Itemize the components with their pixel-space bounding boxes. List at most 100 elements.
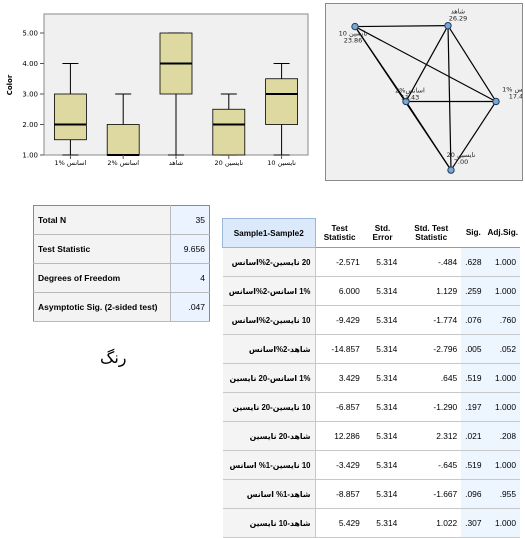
cell-se: 5.314 xyxy=(363,479,402,509)
cell-adj: .955 xyxy=(485,479,520,509)
cell-adj: 1.000 xyxy=(485,247,520,277)
row-label: شاهد-2%اسانس xyxy=(222,334,316,364)
cell-adj: 1.000 xyxy=(485,363,520,393)
y-tick-label: 2.00 xyxy=(22,121,38,129)
box-5 xyxy=(265,63,299,156)
color-boxplot: Color 5.00 4.00 3.00 2.00 1.00 1% اسانس 2% اس… xyxy=(6,13,309,167)
cell-se: 5.314 xyxy=(363,508,402,538)
node-value: 17.43 xyxy=(509,92,522,100)
node-label: شاهد xyxy=(451,8,465,16)
network-edge xyxy=(447,25,497,102)
table-row: شاهد-1% اسانس -8.857 5.314 -1.667.096.955 xyxy=(222,479,520,509)
cell-std: -1.290 xyxy=(401,392,462,422)
y-tick-label: 1.00 xyxy=(22,152,38,160)
cell-std: -1.774 xyxy=(401,305,462,335)
cell-sig: .021 xyxy=(461,421,486,451)
network-edge xyxy=(405,25,449,102)
cell-se: 5.314 xyxy=(363,392,402,422)
cell-sig: .628 xyxy=(461,247,486,277)
iqr-box xyxy=(265,78,299,125)
cell-adj: 1.000 xyxy=(485,392,520,422)
table-row: شاهد-10 نایسین 5.429 5.314 1.022.307 1.000 xyxy=(222,508,520,538)
row-label: شاهد-20 نایسین xyxy=(222,421,316,451)
column-header: Std. Error xyxy=(363,218,402,248)
cell-test: 6.000 xyxy=(315,276,364,306)
summary-row: Asymptotic Sig. (2-sided test) .047 xyxy=(33,292,210,322)
cell-sig: .096 xyxy=(461,479,486,509)
x-tick-label: شاهد xyxy=(169,159,183,167)
network-edge xyxy=(450,101,497,171)
node-label: 20 نایسین xyxy=(447,151,476,159)
summary-label: Total N xyxy=(33,205,171,235)
table-row: 1% اسانس-2%اسانس 6.000 5.314 1.129.259 1.000 xyxy=(222,276,520,306)
cell-sig: .519 xyxy=(461,363,486,393)
column-header: Sample1-Sample2 xyxy=(222,218,316,248)
cell-std: -.484 xyxy=(401,247,462,277)
table-row: 10 نایسین-1% اسانس -3.429 5.314 -.645.519 1.… xyxy=(222,450,520,480)
cell-std: -.645 xyxy=(401,450,462,480)
cell-std: .645 xyxy=(401,363,462,393)
cell-test: -14.857 xyxy=(315,334,364,364)
summary-row: Test Statistic 9.656 xyxy=(33,234,210,264)
cell-sig: .076 xyxy=(461,305,486,335)
cell-adj: 1.000 xyxy=(485,276,520,306)
box-1 xyxy=(54,63,87,156)
network-edge xyxy=(447,25,452,171)
cell-se: 5.314 xyxy=(363,421,402,451)
row-label: 10 نایسین-1% اسانس xyxy=(222,450,316,480)
node-marker xyxy=(492,97,500,106)
y-tick-label: 5.00 xyxy=(22,30,38,38)
cell-std: -1.667 xyxy=(401,479,462,509)
cell-se: 5.314 xyxy=(363,334,402,364)
table-row: 10 نایسین-2%اسانس -9.429 5.314 -1.774.076.7… xyxy=(222,305,520,335)
y-tick-label: 3.00 xyxy=(22,91,38,99)
summary-label: Asymptotic Sig. (2-sided test) xyxy=(33,292,171,322)
column-header: Std. Test Statistic xyxy=(401,218,462,248)
node-marker xyxy=(444,21,452,30)
node-label: 10 نایسین xyxy=(339,30,368,38)
cell-adj: .052 xyxy=(485,334,520,364)
cell-test: -9.429 xyxy=(315,305,364,335)
node-value: 26.29 xyxy=(449,15,468,23)
x-tick-label: 2% اسانس xyxy=(107,159,139,167)
iqr-box xyxy=(106,124,140,156)
summary-label: Degrees of Freedom xyxy=(33,263,171,293)
network-edge xyxy=(354,25,449,28)
column-header: Test Statistic xyxy=(315,218,364,248)
table-row: شاهد-20 نایسین 12.286 5.314 2.312.021.208 xyxy=(222,421,520,451)
y-axis-label: Color xyxy=(6,74,14,95)
cell-test: -2.571 xyxy=(315,247,364,277)
cell-sig: .005 xyxy=(461,334,486,364)
cell-se: 5.314 xyxy=(363,450,402,480)
cell-se: 5.314 xyxy=(363,276,402,306)
node-marker xyxy=(402,97,410,106)
iqr-box xyxy=(212,108,246,156)
network-edge xyxy=(354,26,497,103)
row-label: 10 نایسین-20 نایسین xyxy=(222,392,316,422)
row-label: 10 نایسین-2%اسانس xyxy=(222,305,316,335)
table-row: شاهد-2%اسانس -14.857 5.314 -2.796.005.052 xyxy=(222,334,520,364)
x-tick-label: 10 نایسین xyxy=(267,159,296,167)
network-node-4: 1% اسانس17.43 xyxy=(492,85,525,106)
table-row: 1% اسانس-20 نایسین 3.429 5.314.645.519 1.00… xyxy=(222,363,520,393)
cell-std: 1.022 xyxy=(401,508,462,538)
node-label: 2%اسانس xyxy=(395,86,425,94)
column-header: Adj.Sig. xyxy=(485,218,520,248)
cell-sig: .307 xyxy=(461,508,486,538)
y-tick-label: 4.00 xyxy=(22,60,38,68)
node-label: 1% اسانس xyxy=(502,85,522,93)
cell-se: 5.314 xyxy=(363,305,402,335)
pairwise-comparisons-table: Sample1-Sample2 Test Statistic Std. Error S… xyxy=(222,218,520,538)
row-label: 20 نایسین-2%اسانس xyxy=(222,247,316,277)
table-row: 20 نایسین-2%اسانس -2.571 5.314 -.484.628 1.0… xyxy=(222,247,520,277)
cell-test: -6.857 xyxy=(315,392,364,422)
node-value: 7.00 xyxy=(454,158,468,166)
box-3 xyxy=(159,32,193,156)
column-header: Sig. xyxy=(461,218,486,248)
row-label: شاهد-10 نایسین xyxy=(222,508,316,538)
row-label: شاهد-1% اسانس xyxy=(222,479,316,509)
